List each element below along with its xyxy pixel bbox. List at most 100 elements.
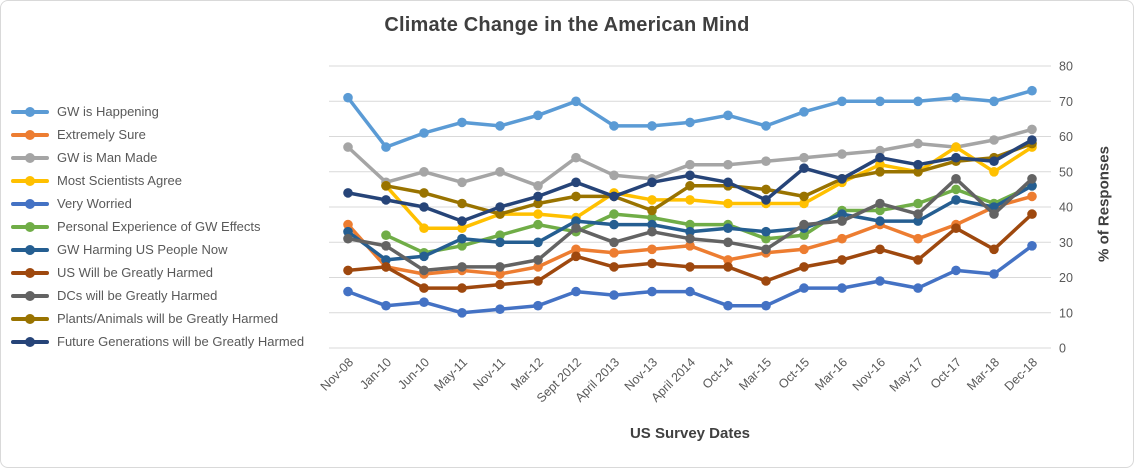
data-point (913, 216, 923, 226)
data-point (799, 283, 809, 293)
data-point (685, 219, 695, 230)
data-point (913, 159, 923, 170)
x-tick-label: Dec-18 (1002, 355, 1040, 393)
data-point (723, 223, 733, 233)
data-point (989, 156, 999, 166)
data-point (799, 230, 809, 240)
data-point (989, 269, 999, 279)
data-point (989, 167, 999, 177)
legend-item: Extremely Sure (11, 123, 351, 146)
legend-label: Future Generations will be Greatly Harme… (57, 334, 305, 349)
data-point (609, 262, 619, 272)
data-point (533, 262, 543, 272)
data-point (419, 128, 429, 138)
legend-label: Plants/Animals will be Greatly Harmed (57, 311, 279, 326)
data-point (343, 188, 353, 198)
data-point (609, 219, 619, 230)
data-point (343, 226, 353, 237)
x-tick-label: Jan-10 (357, 355, 394, 392)
data-point (685, 181, 695, 191)
data-point (381, 255, 391, 265)
data-point (723, 255, 733, 265)
data-point (761, 233, 771, 244)
data-point (951, 92, 961, 103)
data-point (533, 255, 543, 265)
data-point (837, 149, 847, 159)
data-point (419, 202, 429, 212)
data-point (685, 241, 695, 251)
legend-line-marker-icon (11, 152, 49, 163)
data-point (685, 195, 695, 205)
data-point (799, 163, 809, 173)
data-point (457, 223, 467, 233)
data-point (457, 177, 467, 188)
data-point (951, 142, 961, 152)
y-tick-label: 50 (1059, 165, 1073, 179)
data-point (571, 96, 581, 107)
data-point (381, 181, 391, 191)
data-point (343, 265, 353, 276)
data-point (875, 276, 885, 286)
legend-dot-icon (25, 244, 35, 255)
legend-dot-icon (25, 336, 35, 347)
data-point (647, 205, 657, 216)
data-point (913, 233, 923, 244)
data-point (799, 198, 809, 209)
data-point (533, 191, 543, 202)
data-point (647, 121, 657, 131)
x-tick-label: Jun-10 (395, 355, 432, 392)
data-point (1027, 135, 1037, 145)
data-point (837, 174, 847, 184)
data-point (723, 300, 733, 311)
legend-line-marker-icon (11, 336, 49, 347)
legend-item: Personal Experience of GW Effects (11, 215, 351, 238)
legend-line-marker-icon (11, 313, 49, 324)
data-point (609, 121, 619, 131)
data-point (837, 233, 847, 244)
data-point (951, 152, 961, 163)
data-point (571, 286, 581, 297)
data-point (685, 117, 695, 128)
data-point (1027, 191, 1037, 202)
legend-line-marker-icon (11, 267, 49, 278)
legend-dot-icon (25, 175, 35, 186)
data-point (381, 195, 391, 205)
data-point (875, 96, 885, 107)
data-point (685, 262, 695, 272)
data-point (495, 262, 505, 272)
data-point (951, 265, 961, 276)
data-point (875, 159, 885, 170)
legend-dot-icon (25, 313, 35, 324)
legend-item: GW is Happening (11, 100, 351, 123)
legend-item: DCs will be Greatly Harmed (11, 284, 351, 307)
x-tick-label: Oct-14 (700, 355, 736, 391)
legend-line-marker-icon (11, 290, 49, 301)
data-point (457, 198, 467, 209)
data-point (609, 170, 619, 181)
data-point (761, 184, 771, 195)
legend-dot-icon (25, 290, 35, 301)
x-tick-label: Mar-12 (508, 355, 546, 393)
data-point (837, 96, 847, 107)
y-tick-label: 60 (1059, 130, 1073, 144)
data-point (457, 233, 467, 244)
legend-dot-icon (25, 221, 35, 232)
legend-label: US Will be Greatly Harmed (57, 265, 214, 280)
chart-legend: GW is Happening Extremely Sure GW is Man M… (11, 100, 351, 353)
data-point (533, 198, 543, 209)
legend-dot-icon (25, 106, 35, 117)
data-point (457, 216, 467, 226)
data-point (647, 195, 657, 205)
data-point (647, 226, 657, 237)
data-point (533, 237, 543, 248)
chart-title: Climate Change in the American Mind (384, 14, 750, 36)
data-point (913, 255, 923, 265)
data-point (419, 297, 429, 308)
data-point (381, 142, 391, 152)
data-point (685, 159, 695, 170)
x-tick-label: Mar-16 (812, 355, 850, 393)
x-axis-title: US Survey Dates (629, 425, 751, 442)
data-point (457, 308, 467, 318)
data-point (343, 233, 353, 244)
data-point (989, 209, 999, 219)
